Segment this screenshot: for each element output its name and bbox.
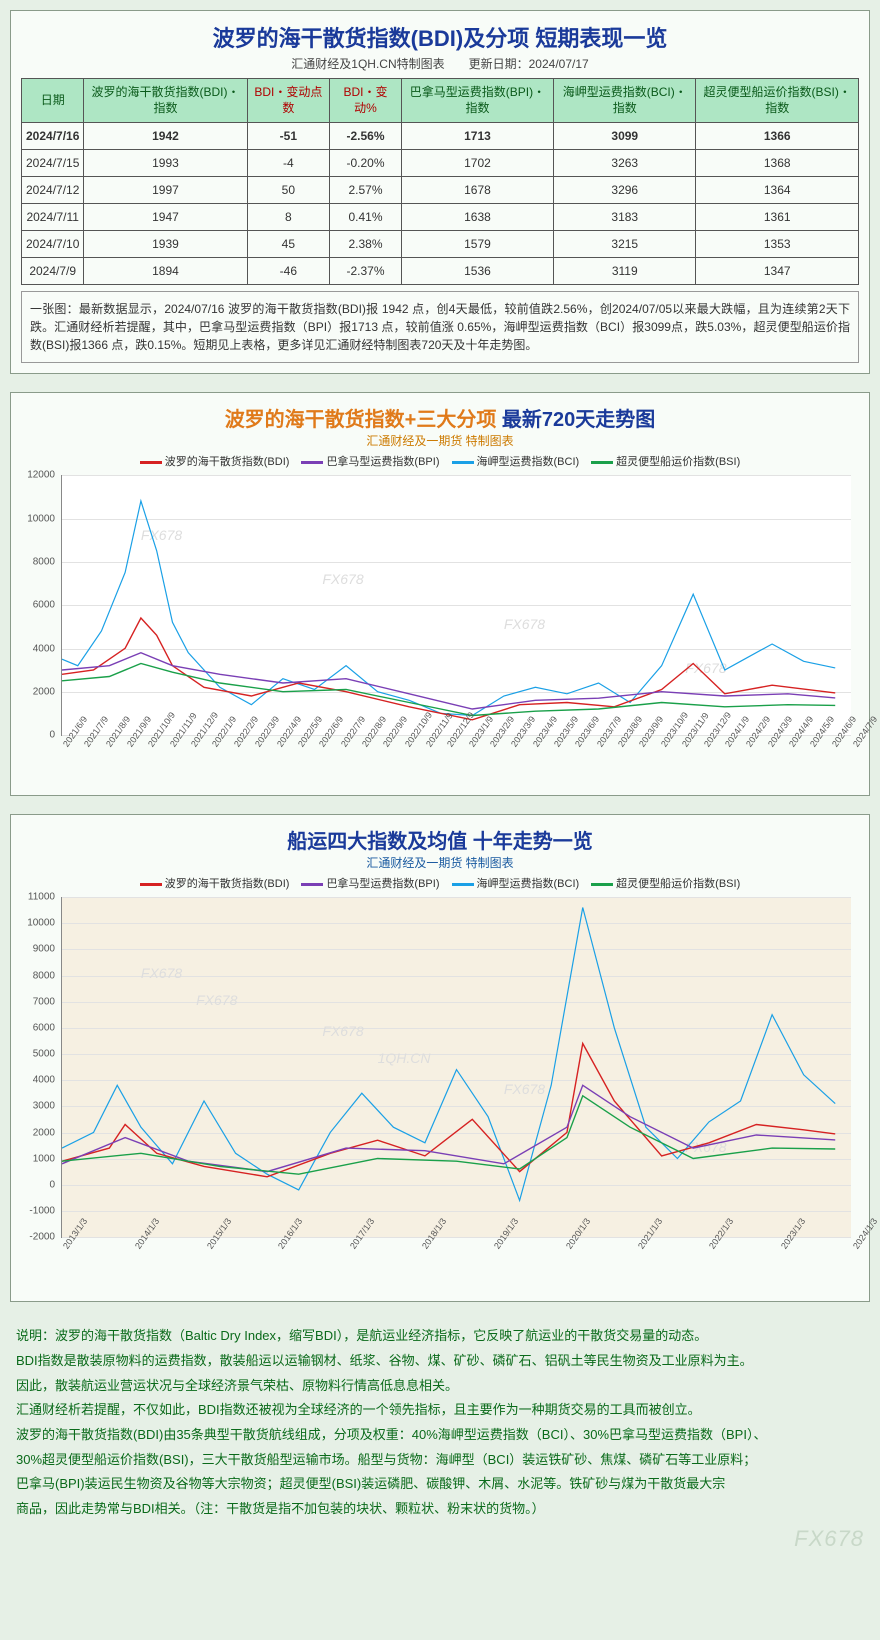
table-header: 海岬型运费指数(BCI)・指数 bbox=[554, 79, 696, 123]
legend-item: 海岬型运费指数(BCI) bbox=[452, 456, 580, 468]
short-term-table-panel: 波罗的海干散货指数(BDI)及分项 短期表现一览 汇通财经及1QH.CN特制图表… bbox=[10, 10, 870, 374]
chart-10y-panel: 船运四大指数及均值 十年走势一览 汇通财经及一期货 特制图表 波罗的海干散货指数… bbox=[10, 814, 870, 1302]
legend-item: 巴拿马型运费指数(BPI) bbox=[301, 878, 439, 890]
table-row: 2024/7/91894-46-2.37%153631191347 bbox=[22, 258, 859, 285]
chart720-title: 波罗的海干散货指数+三大分项 最新720天走势图 bbox=[21, 403, 859, 432]
chart-720d-panel: 波罗的海干散货指数+三大分项 最新720天走势图 汇通财经及一期货 特制图表 波… bbox=[10, 392, 870, 796]
legend-item: 海岬型运费指数(BCI) bbox=[452, 878, 580, 890]
panel1-note: 一张图：最新数据显示，2024/07/16 波罗的海干散货指数(BDI)报 19… bbox=[21, 291, 859, 363]
table-header: 波罗的海干散货指数(BDI)・指数 bbox=[84, 79, 247, 123]
table-row: 2024/7/121997502.57%167832961364 bbox=[22, 177, 859, 204]
legend-item: 巴拿马型运费指数(BPI) bbox=[301, 456, 439, 468]
table-row: 2024/7/11194780.41%163831831361 bbox=[22, 204, 859, 231]
chart10y-subtitle: 汇通财经及一期货 特制图表 bbox=[21, 854, 859, 871]
table-header: 日期 bbox=[22, 79, 84, 123]
chart10y-plot: -2000-1000010002000300040005000600070008… bbox=[21, 897, 859, 1287]
chart10y-legend: 波罗的海干散货指数(BDI) 巴拿马型运费指数(BPI) 海岬型运费指数(BCI) 超… bbox=[21, 875, 859, 891]
table-row: 2024/7/151993-4-0.20%170232631368 bbox=[22, 150, 859, 177]
bdi-table: 日期波罗的海干散货指数(BDI)・指数BDI・变动点数BDI・变动%巴拿马型运费… bbox=[21, 78, 859, 285]
table-header: BDI・变动% bbox=[330, 79, 402, 123]
table-row: 2024/7/101939452.38%157932151353 bbox=[22, 231, 859, 258]
chart720-subtitle: 汇通财经及一期货 特制图表 bbox=[21, 432, 859, 449]
chart720-legend: 波罗的海干散货指数(BDI) 巴拿马型运费指数(BPI) 海岬型运费指数(BCI) 超… bbox=[21, 453, 859, 469]
table-header: 巴拿马型运费指数(BPI)・指数 bbox=[401, 79, 553, 123]
brand-watermark: FX678 bbox=[10, 1526, 870, 1552]
legend-item: 超灵便型船运价指数(BSI) bbox=[591, 456, 740, 468]
legend-item: 超灵便型船运价指数(BSI) bbox=[591, 878, 740, 890]
table-header: BDI・变动点数 bbox=[247, 79, 330, 123]
legend-item: 波罗的海干散货指数(BDI) bbox=[140, 878, 290, 890]
panel1-subtitle: 汇通财经及1QH.CN特制图表 更新日期：2024/07/17 bbox=[21, 55, 859, 72]
chart10y-title: 船运四大指数及均值 十年走势一览 bbox=[21, 825, 859, 854]
panel1-title: 波罗的海干散货指数(BDI)及分项 短期表现一览 bbox=[21, 21, 859, 53]
legend-item: 波罗的海干散货指数(BDI) bbox=[140, 456, 290, 468]
table-header: 超灵便型船运价指数(BSI)・指数 bbox=[696, 79, 859, 123]
footer-explanation: 说明：波罗的海干散货指数（Baltic Dry Index，缩写BDI），是航运… bbox=[10, 1320, 870, 1526]
chart720-plot: 020004000600080001000012000FX678FX678FX6… bbox=[21, 475, 859, 785]
table-row: 2024/7/161942-51-2.56%171330991366 bbox=[22, 123, 859, 150]
